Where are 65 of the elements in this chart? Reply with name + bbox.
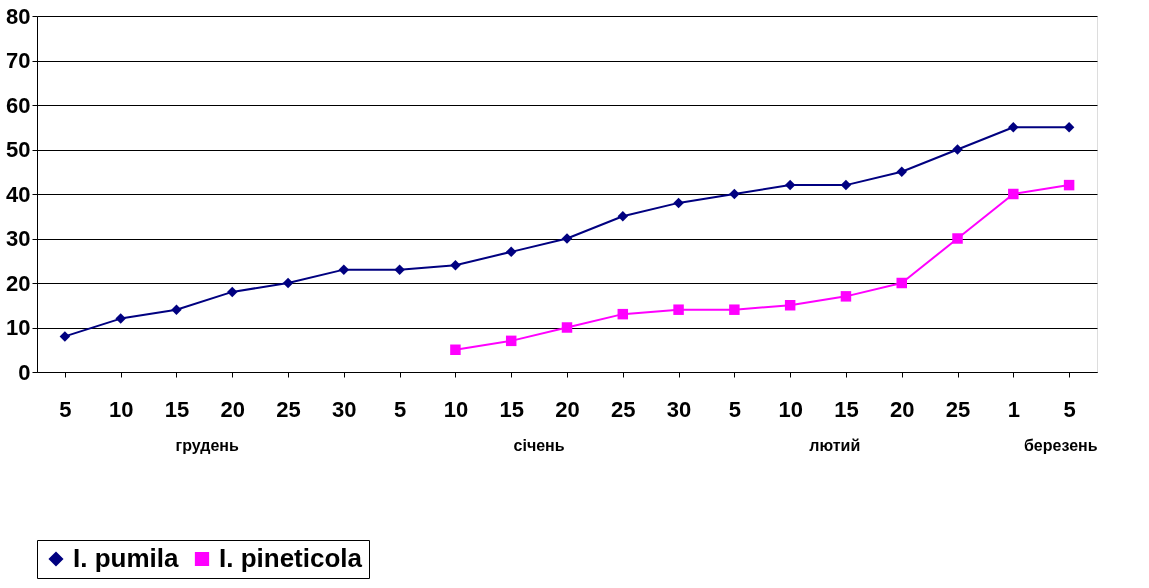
point [115,313,126,324]
point [673,197,684,209]
point [952,233,963,244]
point [952,144,963,155]
x-tick-label: 5 [1063,396,1076,422]
legend-label: I. pumila [73,543,179,573]
x-tick-label: 25 [611,396,636,422]
y-tick-label: 20 [6,270,31,296]
x-tick-label: 30 [332,396,357,422]
point [450,344,461,355]
x-tick-label: 10 [108,396,134,422]
point [227,286,238,298]
point [282,277,294,289]
point [505,246,517,258]
x-tick-label: 15 [499,396,524,422]
point [561,322,573,333]
y-tick-label: 80 [6,3,31,29]
point [450,259,461,271]
text: лютий [809,437,861,454]
point [338,264,350,275]
y-tick-label: 40 [6,181,31,207]
y-tick-label: 10 [6,315,31,340]
y-tick-label: 70 [6,48,31,73]
x-tick-label: 5 [394,396,407,422]
x-tick-label: 20 [555,396,580,422]
point [673,304,684,315]
x-tick-label: 1 [1007,396,1020,422]
text: грудень [175,437,239,454]
x-tick-label: 20 [220,396,246,422]
x-tick-label: 20 [889,396,915,422]
point [1063,179,1075,191]
x-tick-label: 10 [443,396,469,422]
point [840,291,852,302]
point [59,331,71,342]
x-tick-label: 10 [778,396,803,422]
point [1008,122,1019,133]
point [394,264,405,275]
point [171,304,182,315]
y-tick-label: 50 [6,137,31,162]
point [896,277,907,289]
point [1008,188,1019,200]
x-tick-label: 15 [834,396,859,422]
point [784,300,796,311]
y-tick-label: 60 [6,92,31,118]
text: січень [513,437,565,454]
point [784,179,796,191]
point [505,335,517,347]
x-tick-label: 25 [945,396,971,422]
point [1063,122,1075,133]
x-tick-label: 5 [728,396,741,422]
y-tick-label: 0 [18,359,31,385]
legend-label: I. pineticola [219,543,363,573]
point [896,166,907,177]
x-tick-label: 15 [164,396,190,422]
x-tick-label: 30 [666,396,692,422]
point [729,188,740,200]
point [729,304,740,315]
point [840,179,852,191]
y-tick-label: 30 [6,226,31,251]
x-tick-label: 5 [59,396,72,422]
text: березень [1023,437,1098,454]
point [617,211,629,222]
point [561,233,573,244]
point [617,308,629,320]
x-tick-label: 25 [276,396,301,422]
